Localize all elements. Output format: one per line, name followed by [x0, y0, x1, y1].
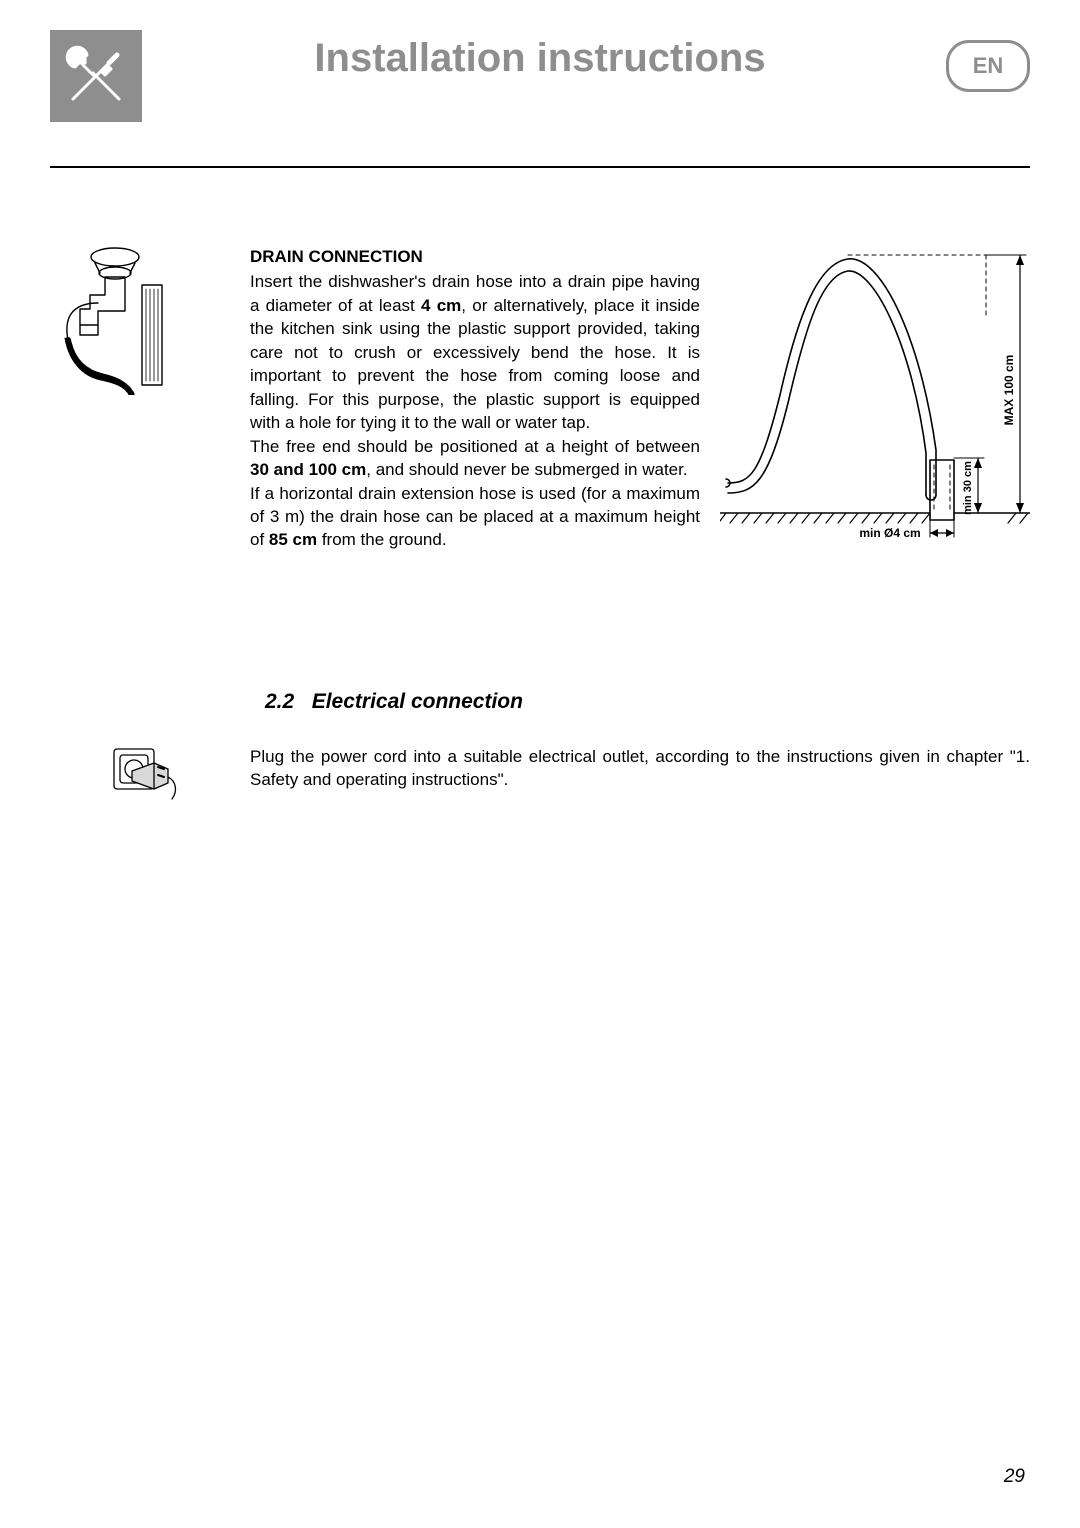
text-fragment: The free end should be positioned at a h… — [250, 437, 700, 456]
section-title: Electrical connection — [312, 690, 523, 713]
section-heading-2-2: 2.2 Electrical connection — [265, 690, 523, 714]
text-fragment: from the ground. — [317, 530, 446, 549]
drain-heading: DRAIN CONNECTION — [250, 245, 700, 268]
text-fragment: , or alternatively, place it inside the … — [250, 296, 700, 432]
diagram-label-min-height: min 30 cm — [962, 461, 974, 515]
drain-paragraph-2: The free end should be positioned at a h… — [250, 435, 700, 482]
text-fragment: , and should never be submerged in water… — [366, 460, 687, 479]
drain-connection-text: DRAIN CONNECTION Insert the dishwasher's… — [250, 245, 700, 552]
text-bold: 30 and 100 cm — [250, 460, 366, 479]
diagram-label-max: MAX 100 cm — [1002, 355, 1016, 426]
electrical-connection-text: Plug the power cord into a suitable elec… — [250, 745, 1030, 792]
section-number: 2.2 — [265, 690, 294, 713]
language-badge: EN — [946, 40, 1030, 92]
text-bold: 4 cm — [421, 296, 461, 315]
text-bold: 85 cm — [269, 530, 317, 549]
page-title: Installation instructions — [50, 36, 1030, 81]
header-rule — [50, 166, 1030, 168]
drain-paragraph-3: If a horizontal drain extension hose is … — [250, 482, 700, 552]
page: Installation instructions EN — [0, 0, 1080, 1528]
page-number: 29 — [1004, 1466, 1025, 1488]
drain-height-diagram: MAX 100 cm min 30 cm min Ø4 cm — [720, 245, 1030, 555]
plug-socket-icon — [110, 745, 180, 805]
drain-paragraph-1: Insert the dishwasher's drain hose into … — [250, 270, 700, 434]
page-header: Installation instructions EN — [50, 30, 1030, 122]
tap-hose-icon — [50, 245, 180, 395]
diagram-label-min-diam: min Ø4 cm — [859, 526, 920, 540]
